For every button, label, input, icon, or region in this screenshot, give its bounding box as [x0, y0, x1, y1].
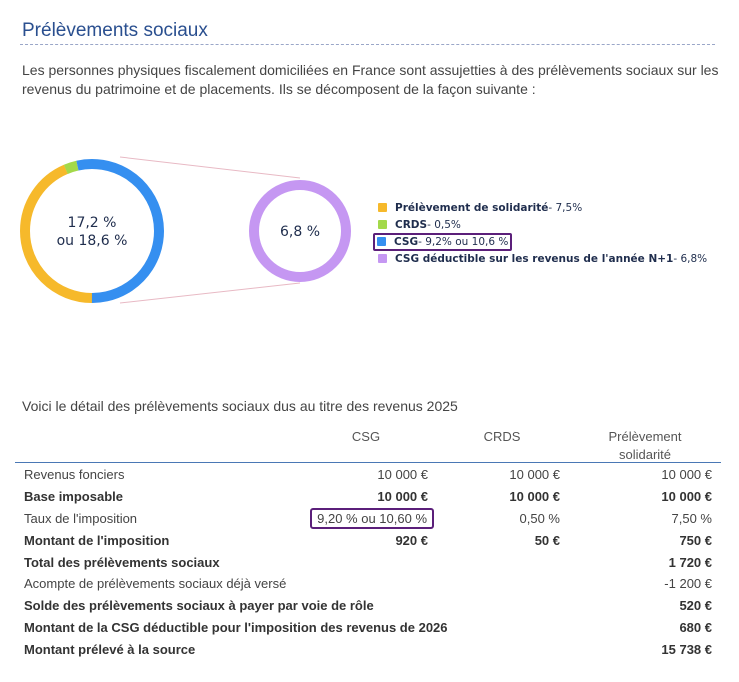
legend-value: - 0,5%	[427, 218, 461, 231]
donut-chart: 17,2 % ou 18,6 % 6,8 %	[20, 156, 351, 304]
donut-segment-csg	[20, 159, 164, 303]
column-header-crds: CRDS	[483, 429, 521, 444]
cell-crds: 50 €	[534, 533, 560, 548]
table-header-divider	[15, 462, 721, 463]
cell-prelevement: 10 000 €	[661, 467, 712, 482]
table-row: Total des prélèvements sociaux 1 720 €	[24, 555, 714, 575]
cell-prelevement: 7,50 %	[671, 511, 712, 526]
legend-label: CSG	[394, 235, 419, 248]
table-row: Montant prélevé à la source 15 738 €	[24, 642, 714, 662]
row-label: Montant de la CSG déductible pour l'impo…	[24, 620, 448, 635]
donut-segment-crds	[20, 158, 164, 303]
table-row: Revenus fonciers 10 000 € 10 000 € 10 000 €	[24, 467, 714, 487]
table-row: Montant de l'imposition 920 € 50 € 750 €	[24, 533, 714, 553]
cell-prelevement: 10 000 €	[661, 489, 712, 504]
connector-line-top	[119, 156, 301, 179]
table-row: Montant de la CSG déductible pour l'impo…	[24, 620, 714, 640]
row-label: Taux de l'imposition	[24, 511, 138, 526]
legend-value: - 7,5%	[548, 201, 583, 214]
legend-swatch	[378, 203, 387, 212]
cell-crds: 10 000 €	[509, 489, 560, 504]
cell-crds: 10 000 €	[509, 467, 560, 482]
row-label: Acompte de prélèvements sociaux déjà ver…	[24, 576, 287, 591]
cell-csg: 10 000 €	[377, 467, 428, 482]
row-label: Montant de l'imposition	[24, 533, 170, 548]
legend-value: - 9,2% ou 10,6 %	[418, 235, 509, 248]
cell-csg: 10 000 €	[377, 489, 428, 504]
row-label: Total des prélèvements sociaux	[24, 555, 220, 570]
cell-total: 1 720 €	[668, 555, 712, 570]
section-title: Prélèvements sociaux	[22, 20, 208, 41]
cell-csg: 920 €	[395, 533, 428, 548]
legend-item-solidarite: Prélèvement de solidarité - 7,5%	[375, 199, 710, 216]
connector-line-bottom	[119, 282, 301, 304]
column-header-csg: CSG	[351, 429, 381, 444]
legend-label: CSG déductible sur les revenus de l'anné…	[395, 252, 674, 265]
main-donut	[20, 158, 164, 303]
chart-legend: Prélèvement de solidarité - 7,5% CRDS - …	[373, 199, 710, 267]
cell-total: 520 €	[679, 598, 712, 613]
detail-title: Voici le détail des prélèvements sociaux…	[22, 398, 458, 414]
table-row: Taux de l'imposition 9,20 % ou 10,60 % 0,5…	[24, 508, 714, 531]
cell-total: -1 200 €	[664, 576, 712, 591]
main-donut-center-line2: ou 18,6 %	[57, 233, 128, 249]
title-divider	[20, 44, 715, 45]
main-donut-center-line1: 17,2 %	[68, 215, 117, 231]
row-label: Base imposable	[24, 489, 123, 504]
table-row: Base imposable 10 000 € 10 000 € 10 000 €	[24, 489, 714, 509]
intro-text: Les personnes physiques fiscalement domi…	[22, 62, 719, 97]
legend-item-crds: CRDS - 0,5%	[375, 216, 710, 233]
legend-item-csg: CSG - 9,2% ou 10,6 %	[373, 232, 710, 251]
row-label: Solde des prélèvements sociaux à payer p…	[24, 598, 374, 613]
legend-swatch	[378, 220, 387, 229]
detail-donut-center: 6,8 %	[280, 224, 320, 240]
column-header-prelevement: Prélèvement solidarité	[595, 428, 695, 464]
table-row: Solde des prélèvements sociaux à payer p…	[24, 598, 714, 618]
cell-crds: 0,50 %	[519, 511, 560, 526]
legend-value: - 6,8%	[673, 252, 708, 265]
legend-swatch	[378, 254, 387, 263]
row-label: Revenus fonciers	[24, 467, 125, 482]
legend-item-csg-deductible: CSG déductible sur les revenus de l'anné…	[375, 250, 710, 267]
legend-label: CRDS	[395, 218, 428, 231]
legend-label: Prélèvement de solidarité	[395, 201, 549, 214]
row-label: Montant prélevé à la source	[24, 642, 196, 657]
legend-swatch	[377, 237, 386, 246]
header-line1: Prélèvement	[608, 429, 682, 444]
cell-prelevement: 750 €	[679, 533, 712, 548]
cell-total: 15 738 €	[661, 642, 712, 657]
cell-csg-highlighted: 9,20 % ou 10,60 %	[310, 508, 434, 529]
cell-total: 680 €	[679, 620, 712, 635]
header-line2: solidarité	[618, 447, 672, 462]
table-row: Acompte de prélèvements sociaux déjà ver…	[24, 576, 714, 596]
detail-donut-ring	[249, 180, 351, 282]
